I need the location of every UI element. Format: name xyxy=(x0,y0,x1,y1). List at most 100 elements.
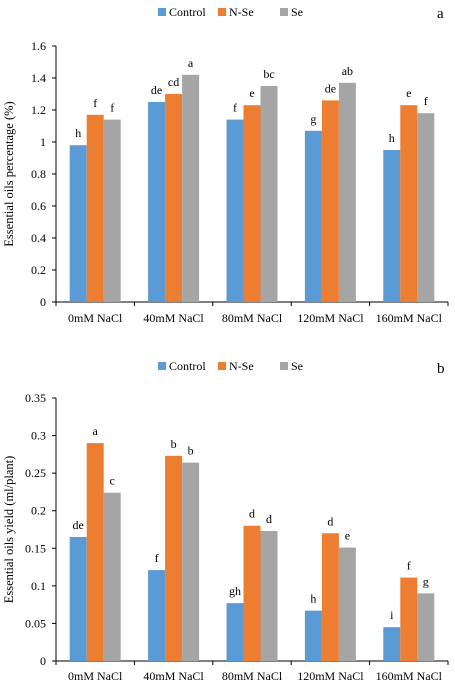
significance-letter: f xyxy=(424,94,428,108)
significance-letter: h xyxy=(310,592,316,606)
bar-control-2 xyxy=(148,570,166,661)
y-tick-label: 0.2 xyxy=(31,504,46,518)
legend-label-control: Control xyxy=(169,5,206,19)
legend-swatch-se xyxy=(280,362,288,370)
significance-letter: cd xyxy=(168,75,179,89)
bar-control-5 xyxy=(383,150,401,302)
bar-se-3 xyxy=(260,86,278,302)
bar-se-4 xyxy=(338,82,356,302)
y-tick-label: 0 xyxy=(40,295,46,309)
significance-letter: h xyxy=(75,126,81,140)
bar-control-2 xyxy=(148,102,166,302)
legend-swatch-nse xyxy=(218,362,226,370)
significance-letter: f xyxy=(155,551,159,565)
bar-control-1 xyxy=(69,145,87,302)
x-category-label: 160mM NaCl xyxy=(376,669,443,683)
x-category-label: 80mM NaCl xyxy=(222,669,283,683)
x-category-label: 0mM NaCl xyxy=(68,311,123,325)
y-tick-label: 0.05 xyxy=(25,616,46,630)
bar-se-1 xyxy=(103,119,121,302)
bar-nse-2 xyxy=(165,455,183,661)
significance-letter: f xyxy=(233,101,237,115)
significance-letter: d xyxy=(327,514,333,528)
bar-nse-4 xyxy=(321,100,339,303)
bar-se-5 xyxy=(417,593,435,661)
significance-letter: a xyxy=(93,424,99,438)
x-category-label: 80mM NaCl xyxy=(222,311,283,325)
y-tick-label: 0.2 xyxy=(31,263,46,277)
significance-letter: a xyxy=(188,56,194,70)
bar-se-2 xyxy=(182,462,200,661)
bar-nse-1 xyxy=(86,114,104,302)
y-tick-label: 0.15 xyxy=(25,541,46,555)
bar-nse-2 xyxy=(165,94,183,302)
legend-label-se: Se xyxy=(291,359,303,373)
y-tick-label: 0.8 xyxy=(31,167,46,181)
bar-nse-4 xyxy=(321,533,339,661)
significance-letter: gh xyxy=(229,584,241,598)
x-category-label: 160mM NaCl xyxy=(376,311,443,325)
y-axis-title: Essential oils percentage (%) xyxy=(2,101,16,246)
significance-letter: h xyxy=(389,131,395,145)
significance-letter: e xyxy=(345,529,350,543)
chart-panel-b: b Control N-Se Se 0 0.05 0.1 0.15 0.2 0.25 0.3 0.35… xyxy=(2,359,449,683)
significance-letter: b xyxy=(171,437,177,451)
bar-nse-1 xyxy=(86,443,104,661)
x-category-label: 40mM NaCl xyxy=(143,311,204,325)
legend-label-se: Se xyxy=(291,5,303,19)
bar-se-5 xyxy=(417,113,435,302)
significance-letter: i xyxy=(390,608,394,622)
significance-letter: f xyxy=(407,559,411,573)
y-tick-label: 0.4 xyxy=(31,231,46,245)
legend-label-nse: N-Se xyxy=(229,359,254,373)
y-axis-title: Essential oils yield (ml/plant) xyxy=(2,456,16,604)
x-category-label: 120mM NaCl xyxy=(297,669,364,683)
bar-control-4 xyxy=(304,610,322,661)
y-tick-label: 0.3 xyxy=(31,429,46,443)
bar-control-5 xyxy=(383,627,401,661)
significance-letter: d xyxy=(249,507,255,521)
significance-letter: bc xyxy=(263,67,274,81)
legend-label-nse: N-Se xyxy=(229,5,254,19)
x-category-label: 40mM NaCl xyxy=(143,669,204,683)
legend-swatch-control xyxy=(158,8,166,16)
bar-nse-3 xyxy=(243,525,261,661)
legend-swatch-nse xyxy=(218,8,226,16)
y-tick-label: 1.6 xyxy=(31,39,46,53)
bar-se-3 xyxy=(260,531,278,661)
y-tick-label: 1.4 xyxy=(31,71,46,85)
significance-letter: b xyxy=(188,444,194,458)
y-tick-label: 1 xyxy=(40,135,46,149)
y-tick-label: 0.1 xyxy=(31,579,46,593)
significance-letter: de xyxy=(151,83,162,97)
significance-letter: de xyxy=(73,518,84,532)
significance-letter: d xyxy=(266,512,272,526)
significance-letter: g xyxy=(423,574,429,588)
y-tick-label: 0.25 xyxy=(25,466,46,480)
panel-label: a xyxy=(437,6,444,22)
x-category-label: 120mM NaCl xyxy=(297,311,364,325)
panel-label: b xyxy=(437,361,445,377)
bar-control-3 xyxy=(226,603,244,661)
significance-letter: f xyxy=(93,96,97,110)
significance-letter: f xyxy=(110,101,114,115)
bar-se-2 xyxy=(182,74,200,302)
significance-letter: e xyxy=(249,86,254,100)
bar-nse-3 xyxy=(243,105,261,302)
y-tick-label: 0.35 xyxy=(25,391,46,405)
chart-panel-a: a Control N-Se Se 0 0.2 0.4 0.6 0.8 1 1.2 1.4 1.6 Ess… xyxy=(2,5,449,325)
bar-control-4 xyxy=(304,130,322,302)
y-tick-label: 0 xyxy=(40,654,46,668)
bar-nse-5 xyxy=(400,105,418,302)
bar-nse-5 xyxy=(400,577,418,661)
x-category-label: 0mM NaCl xyxy=(68,669,123,683)
legend-label-control: Control xyxy=(169,359,206,373)
bar-control-1 xyxy=(69,537,87,661)
significance-letter: ab xyxy=(342,64,353,78)
y-tick-label: 0.6 xyxy=(31,199,46,213)
bar-control-3 xyxy=(226,119,244,302)
legend-swatch-se xyxy=(280,8,288,16)
y-tick-label: 1.2 xyxy=(31,103,46,117)
significance-letter: c xyxy=(110,474,115,488)
